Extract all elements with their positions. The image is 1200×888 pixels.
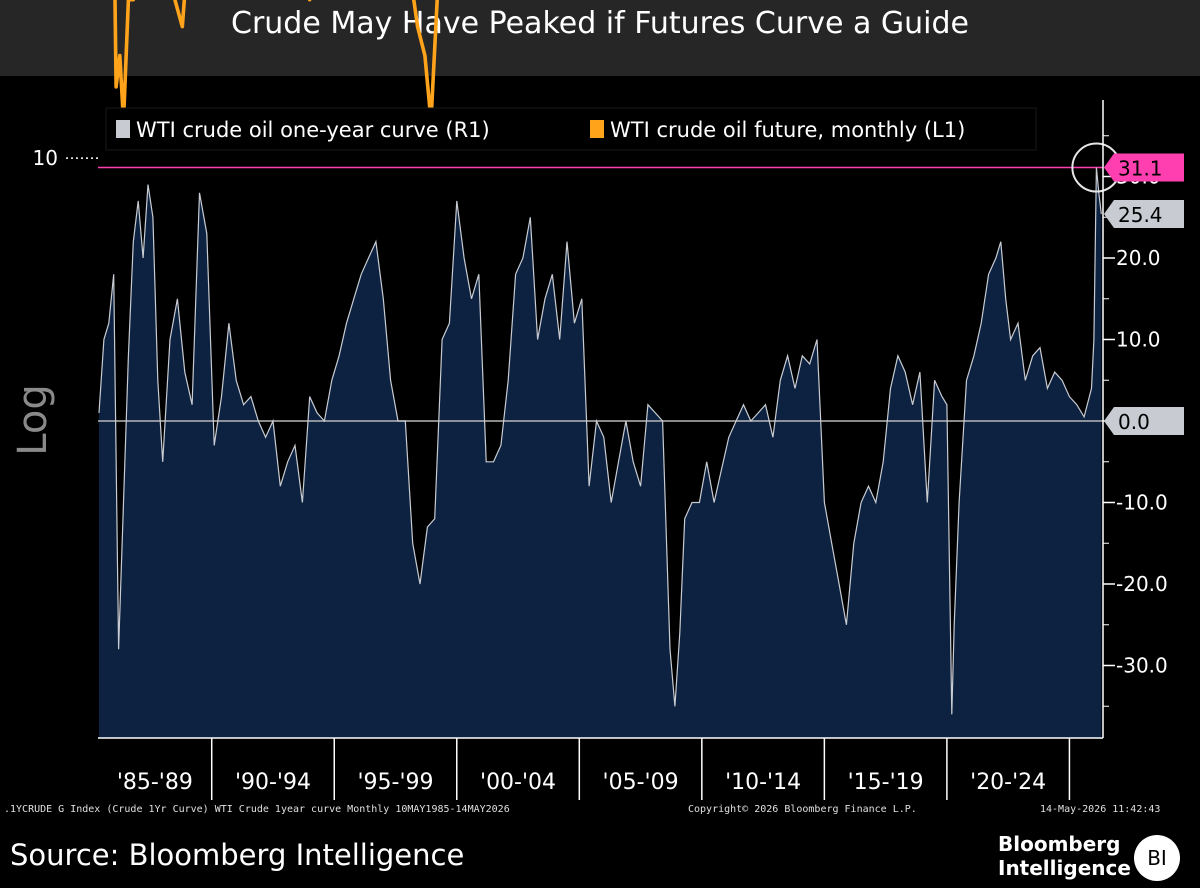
source-label: Source: Bloomberg Intelligence: [10, 838, 465, 872]
curve-last-value-tag: 25.4: [1118, 203, 1163, 227]
right-tick-label: -20.0: [1116, 572, 1168, 596]
zero-value-tag: 0.0: [1118, 410, 1150, 434]
x-tick-label: '05-'09: [603, 770, 679, 795]
legend: WTI crude oil one-year curve (R1) WTI cru…: [105, 107, 1037, 151]
x-tick-label: '00-'04: [480, 770, 556, 795]
x-tick-label: '10-'14: [725, 770, 801, 795]
brand-name: Bloomberg Intelligence: [998, 832, 1131, 880]
x-tick-label: '15-'19: [848, 770, 924, 795]
title-gap: [0, 76, 1200, 100]
curve-last-value-tag-bg: [1104, 199, 1184, 228]
legend-entry: WTI crude oil future, monthly (L1): [610, 118, 965, 142]
curve-peak-value-tag-bg: [1104, 153, 1184, 182]
zero-value-tag-bg: [1104, 407, 1184, 435]
right-tick-label: -30.0: [1116, 654, 1168, 678]
x-tick-label: '85-'89: [117, 770, 193, 795]
reference-lines: [98, 166, 1103, 422]
footnote-timestamp: 14-May-2026 11:42:43: [1040, 804, 1161, 815]
curve-peak-value-tag: 31.1: [1118, 157, 1163, 181]
curve-series-line: [98, 167, 1102, 715]
right-tick-label: 20.0: [1116, 246, 1161, 270]
legend-box: [105, 107, 1037, 151]
left-tick-label: 10: [33, 146, 58, 170]
right-tick-label: -10.0: [1116, 491, 1168, 515]
axes: '85-'89 '90-'94 '95-'99 '00-'04 '05-'09 '10-'…: [10, 100, 1168, 800]
chart-title: Crude May Have Peaked if Futures Curve a…: [231, 6, 969, 41]
curve-area-layer: [99, 167, 1102, 738]
curve-area-fill: [99, 167, 1102, 738]
right-tick-label: 10.0: [1116, 328, 1161, 352]
footnote-copyright: Copyright© 2026 Bloomberg Finance L.P.: [688, 804, 917, 815]
x-tick-label: '95-'99: [357, 770, 433, 795]
left-axis-label: Log: [10, 384, 56, 455]
value-tags: 100.8230.031.125.40.0: [1104, 153, 1184, 435]
footnote-index-info: .1YCRUDE G Index (Crude 1Yr Curve) WTI C…: [4, 804, 510, 815]
x-tick-label: '20-'24: [970, 770, 1046, 795]
legend-swatch: [116, 120, 130, 138]
legend-swatch: [590, 120, 604, 138]
legend-entry: WTI crude oil one-year curve (R1): [136, 118, 490, 142]
bi-logo-icon: BI: [1134, 835, 1180, 881]
x-tick-label: '90-'94: [235, 770, 311, 795]
brand-line-1: Bloomberg: [998, 832, 1121, 856]
brand-line-2: Intelligence: [998, 856, 1131, 880]
title-bar: [0, 0, 1200, 76]
